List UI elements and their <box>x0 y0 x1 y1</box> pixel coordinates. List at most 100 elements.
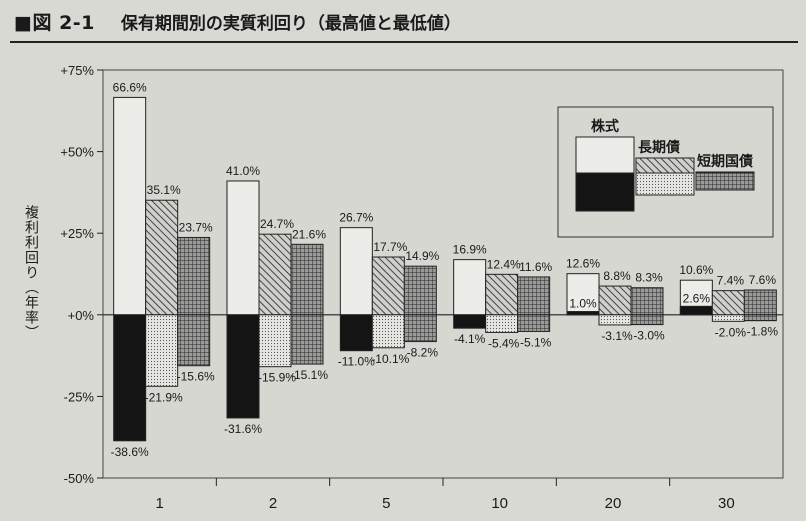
label-min-1-2: -31.6% <box>224 422 262 436</box>
y-axis-label: 複利利回り（年率） <box>24 204 40 340</box>
label-max-1-5: 26.7% <box>339 211 373 225</box>
bar-max-3-1 <box>177 236 211 316</box>
bar-max-2-30 <box>711 290 745 316</box>
title-rule <box>10 41 798 43</box>
legend-swatch-max-1 <box>575 136 635 174</box>
bar-min-2-20 <box>598 314 632 326</box>
label-max-3-20: 8.3% <box>635 271 663 285</box>
label-min-1-10: -4.1% <box>454 332 486 346</box>
y-tick-label: -50% <box>64 471 95 486</box>
label-max-3-2: 21.6% <box>292 227 326 241</box>
label-min-3-10: -5.1% <box>520 335 552 349</box>
label-max-2-5: 17.7% <box>373 240 407 254</box>
label-max-2-1: 35.1% <box>147 183 181 197</box>
y-tick-label: +25% <box>60 226 94 241</box>
label-max-3-1: 23.7% <box>179 220 213 234</box>
label-min-1-5: -11.0% <box>338 355 375 369</box>
x-tick-label: 10 <box>491 495 508 512</box>
label-max-1-30: 10.6% <box>679 263 713 277</box>
label-min-2-30: -2.0% <box>715 325 747 339</box>
bar-max-2-5 <box>371 256 405 316</box>
figure-label: ■図 2-1 <box>14 11 95 34</box>
bar-min-3-1 <box>177 314 211 367</box>
bar-max-1-10 <box>453 259 487 316</box>
x-axis: 1 2 5 10 20 30 <box>155 478 735 512</box>
label-max-3-5: 14.9% <box>405 249 439 263</box>
label-max-3-10: 11.6% <box>519 260 552 274</box>
bar-min-1-30 <box>679 305 713 316</box>
label-min-2-2: -15.9% <box>258 371 296 385</box>
label-min-3-20: -3.0% <box>633 329 665 343</box>
bar-min-3-30 <box>743 314 777 322</box>
y-tick-label: +50% <box>60 145 94 160</box>
label-min-3-1: -15.6% <box>177 370 215 384</box>
bar-min-2-1 <box>145 314 179 387</box>
data-labels: 66.6% -38.6% 35.1% -21.9% 23.7% -15.6% 41.0% -3… <box>111 80 779 458</box>
label-min-2-10: -5.4% <box>488 336 520 350</box>
bar-min-2-5 <box>371 314 405 349</box>
label-max-1-20: 12.6% <box>566 257 600 271</box>
bar-min-3-5 <box>403 314 437 343</box>
bar-max-2-2 <box>258 233 292 316</box>
legend-swatch-min-1 <box>575 172 635 212</box>
legend-swatch-min-2 <box>635 172 695 196</box>
y-tick-label: -25% <box>64 389 95 404</box>
label-max-3-30: 7.6% <box>749 273 777 287</box>
bar-min-3-10 <box>517 314 551 332</box>
label-max-2-30: 7.4% <box>717 274 745 288</box>
label-min-1-1: -38.6% <box>111 445 149 459</box>
figure-header: ■図 2-1 保有期間別の実質利回り（最高値と最低値） <box>14 8 461 34</box>
x-tick-label: 20 <box>605 495 622 512</box>
bar-min-2-30 <box>711 314 745 322</box>
x-tick-label: 30 <box>718 495 735 512</box>
bar-min-2-10 <box>485 314 519 333</box>
bar-min-3-20 <box>630 314 664 326</box>
bar-max-3-20 <box>630 287 664 316</box>
label-min-3-5: -8.2% <box>407 346 439 360</box>
bar-min-1-2 <box>226 314 260 419</box>
x-tick-label: 5 <box>382 495 390 512</box>
bars <box>113 96 777 442</box>
bar-max-2-20 <box>598 285 632 316</box>
label-max-2-2: 24.7% <box>260 217 294 231</box>
bar-max-3-5 <box>403 265 437 316</box>
label-max-1-1: 66.6% <box>113 80 147 94</box>
bar-min-1-10 <box>453 314 487 329</box>
bar-min-1-1 <box>113 314 147 442</box>
bar-max-3-2 <box>290 243 324 316</box>
label-max-1-2: 41.0% <box>226 164 260 178</box>
label-min-2-20: -3.1% <box>601 329 633 343</box>
label-max-2-20: 8.8% <box>603 269 631 283</box>
bar-max-2-10 <box>485 273 519 316</box>
y-tick-label: +0% <box>68 308 95 323</box>
bar-max-3-10 <box>517 276 551 316</box>
legend-swatch-min-3 <box>695 172 755 191</box>
bar-max-1-2 <box>226 180 260 316</box>
label-min-1-20: 1.0% <box>569 297 597 311</box>
legend-swatch-max-2 <box>635 157 695 174</box>
label-min-1-30: 2.6% <box>683 291 711 305</box>
legend-entry-3: 短期国債 <box>697 153 753 169</box>
y-tick-label: +75% <box>60 63 94 78</box>
bar-min-2-2 <box>258 314 292 368</box>
bar-max-2-1 <box>145 199 179 316</box>
legend-entry-2: 長期債 <box>638 139 680 155</box>
x-tick-label: 1 <box>155 495 163 512</box>
bar-min-1-5 <box>339 314 373 352</box>
bar-max-1-1 <box>113 96 147 316</box>
label-min-2-1: -21.9% <box>145 390 183 404</box>
bar-min-1-20 <box>566 311 600 316</box>
bar-max-1-5 <box>339 227 373 316</box>
x-tick-label: 2 <box>269 495 277 512</box>
label-min-2-5: -10.1% <box>371 352 409 366</box>
label-max-2-10: 12.4% <box>487 257 521 271</box>
figure-title: 保有期間別の実質利回り（最高値と最低値） <box>120 13 461 34</box>
bar-min-3-2 <box>290 314 324 365</box>
bar-max-3-30 <box>743 289 777 316</box>
label-max-1-10: 16.9% <box>453 243 487 257</box>
label-min-3-2: -15.1% <box>290 368 328 382</box>
legend-entry-1: 株式 <box>591 118 619 134</box>
label-min-3-30: -1.8% <box>747 325 779 339</box>
